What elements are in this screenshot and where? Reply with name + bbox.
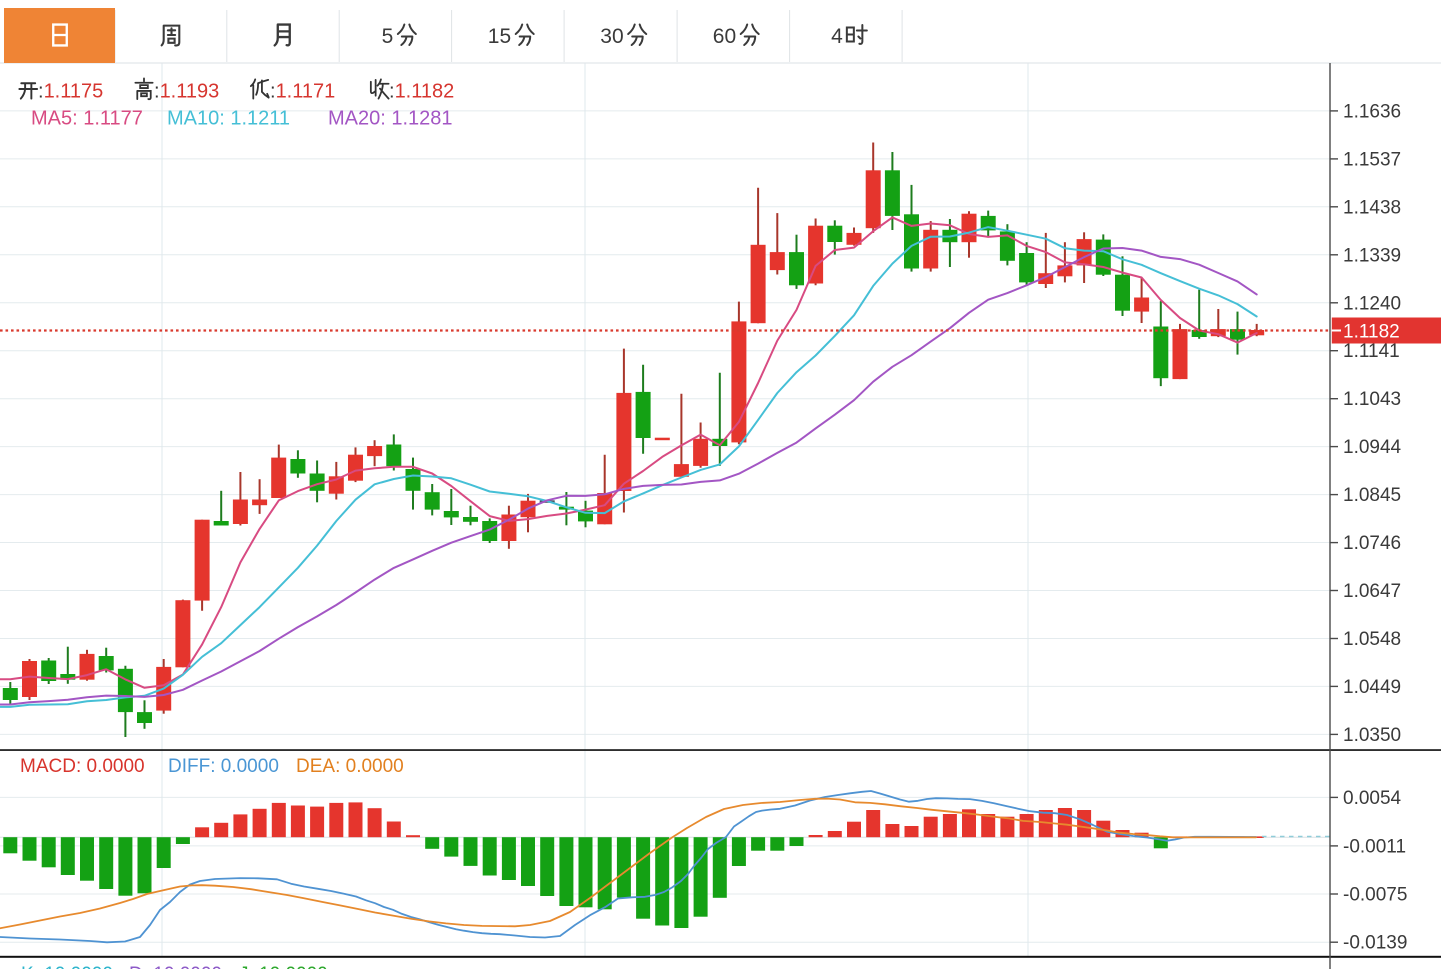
svg-text:MACD: 0.0000: MACD: 0.0000 (20, 756, 145, 777)
svg-text:1.0746: 1.0746 (1343, 533, 1401, 554)
svg-text:1.1438: 1.1438 (1343, 197, 1401, 218)
svg-text:60: 60 (713, 25, 736, 48)
svg-text:30: 30 (600, 25, 623, 48)
svg-text:1.1043: 1.1043 (1343, 389, 1401, 410)
svg-text:4: 4 (831, 25, 843, 48)
svg-text:1.1240: 1.1240 (1343, 293, 1401, 314)
svg-text:J: 10.0000: J: 10.0000 (239, 964, 328, 969)
svg-text:1.1339: 1.1339 (1343, 245, 1401, 266)
svg-text:DIFF: 0.0000: DIFF: 0.0000 (168, 756, 279, 777)
svg-text:1.0845: 1.0845 (1343, 485, 1401, 506)
svg-text:5: 5 (382, 25, 394, 48)
svg-text:0.0054: 0.0054 (1343, 788, 1402, 809)
svg-text:K: 10.0000: K: 10.0000 (21, 964, 113, 969)
svg-text:DEA: 0.0000: DEA: 0.0000 (296, 756, 404, 777)
svg-text:1.0548: 1.0548 (1343, 629, 1401, 650)
svg-text::1.1171: :1.1171 (270, 81, 335, 103)
svg-text:1.0449: 1.0449 (1343, 677, 1401, 698)
svg-text:-0.0139: -0.0139 (1343, 933, 1407, 954)
svg-text:1.1141: 1.1141 (1343, 341, 1400, 362)
svg-text:MA20: 1.1281: MA20: 1.1281 (328, 108, 453, 130)
svg-text:1.1636: 1.1636 (1343, 101, 1401, 122)
svg-text::1.1193: :1.1193 (154, 81, 219, 103)
svg-text:1.0944: 1.0944 (1343, 437, 1402, 458)
svg-text:-0.0011: -0.0011 (1343, 836, 1406, 857)
svg-text:1.0350: 1.0350 (1343, 725, 1401, 746)
svg-text:MA10: 1.1211: MA10: 1.1211 (167, 108, 290, 130)
svg-text:1.1182: 1.1182 (1343, 322, 1400, 343)
svg-text:D: 10.0000: D: 10.0000 (129, 964, 222, 969)
svg-text::1.1182: :1.1182 (389, 81, 454, 103)
svg-text:1.0647: 1.0647 (1343, 581, 1401, 602)
svg-text::1.1175: :1.1175 (38, 81, 103, 103)
svg-text:-0.0075: -0.0075 (1343, 885, 1407, 906)
svg-text:MA5: 1.1177: MA5: 1.1177 (31, 108, 143, 130)
svg-text:1.1537: 1.1537 (1343, 149, 1401, 170)
svg-text:15: 15 (488, 25, 511, 48)
